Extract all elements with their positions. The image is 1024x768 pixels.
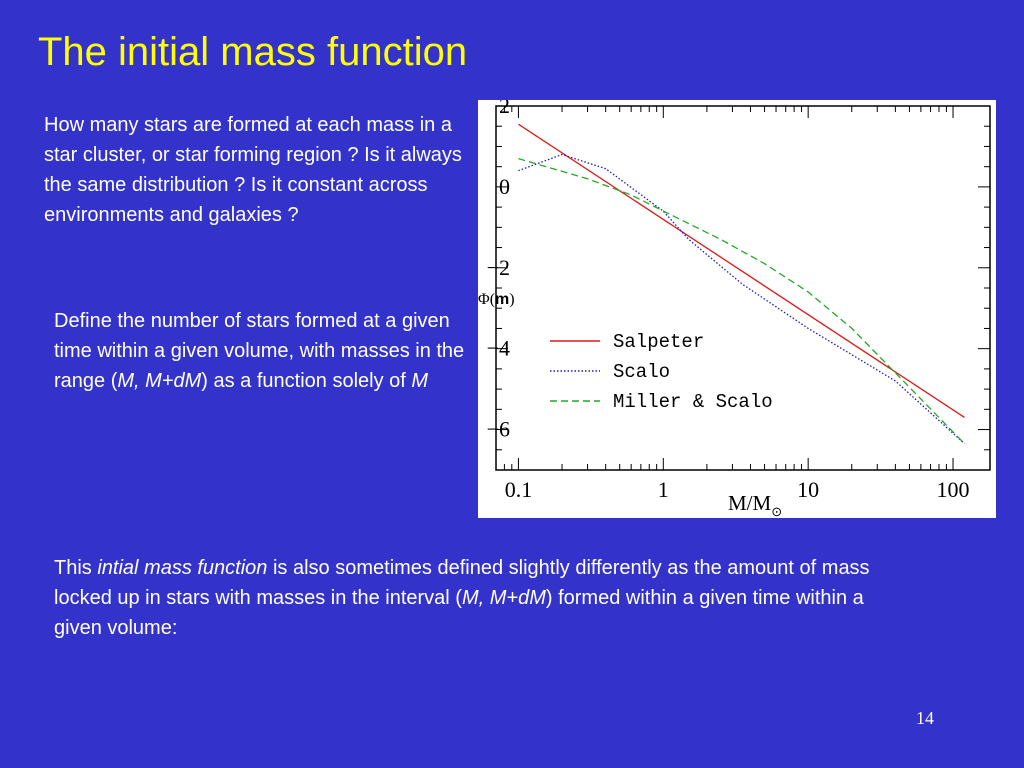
alternate-text-1: This <box>54 557 98 579</box>
y-axis-label-main: Φ( <box>478 291 495 308</box>
definition-paragraph: Define the number of stars formed at a g… <box>54 306 474 396</box>
alternate-emphasis-1: intial mass function <box>97 557 268 579</box>
x-tick-label: 1 <box>658 477 669 502</box>
series-line-1 <box>518 123 965 418</box>
alternate-text-3: ) formed within a given time within a gi… <box>54 587 864 639</box>
definition-text-1: Define the number of stars formed at a g… <box>54 310 465 392</box>
slide-title: The initial mass function <box>38 30 468 74</box>
definition-text-2: ) as a function solely of <box>201 370 412 392</box>
x-axis-label-sub: ⊙ <box>771 504 782 518</box>
y-tick-label: −4 <box>487 336 510 361</box>
series-layer <box>518 123 965 445</box>
legend-label-3: Miller & Scalo <box>613 391 773 413</box>
x-tick-label: 10 <box>797 477 819 502</box>
definition-emphasis-1: M, M+dM <box>117 370 202 392</box>
legend-label-2: Scalo <box>613 361 670 383</box>
y-tick-label: −6 <box>487 417 510 442</box>
imf-chart: 0.1 1 10 100 2 0 −2 −4 −6 Salpeter Scalo Miller & … <box>478 100 996 518</box>
alternate-emphasis-2: M, M+dM <box>461 587 546 609</box>
y-axis-label-end: ) <box>509 291 514 308</box>
legend-label-1: Salpeter <box>613 331 704 353</box>
y-axis-label-bold: m <box>495 291 509 308</box>
y-tick-label: 2 <box>499 100 510 118</box>
y-tick-label: −2 <box>487 255 510 280</box>
series-line-3 <box>518 157 965 445</box>
intro-paragraph: How many stars are formed at each mass i… <box>44 114 462 226</box>
alternate-definition-paragraph: This intial mass function is also someti… <box>54 553 894 643</box>
x-axis-label: M/M⊙ <box>728 491 782 518</box>
page-number: 14 <box>916 708 934 728</box>
plot-frame <box>495 105 991 471</box>
y-axis-label: Φ(m) <box>478 291 515 308</box>
legend: Salpeter Scalo Miller & Scalo <box>550 331 773 413</box>
imf-chart-svg: 0.1 1 10 100 2 0 −2 −4 −6 Salpeter Scalo Miller & … <box>478 100 991 518</box>
axis-ticks: 0.1 1 10 100 2 0 −2 −4 −6 <box>487 100 990 502</box>
x-axis-label-main: M/M <box>728 491 772 515</box>
definition-emphasis-2: M <box>411 370 429 392</box>
alternate-text-2: is also sometimes defined slightly diffe… <box>54 557 870 609</box>
x-tick-label: 100 <box>937 477 970 502</box>
y-tick-label: 0 <box>499 174 510 199</box>
x-tick-label: 0.1 <box>505 477 533 502</box>
